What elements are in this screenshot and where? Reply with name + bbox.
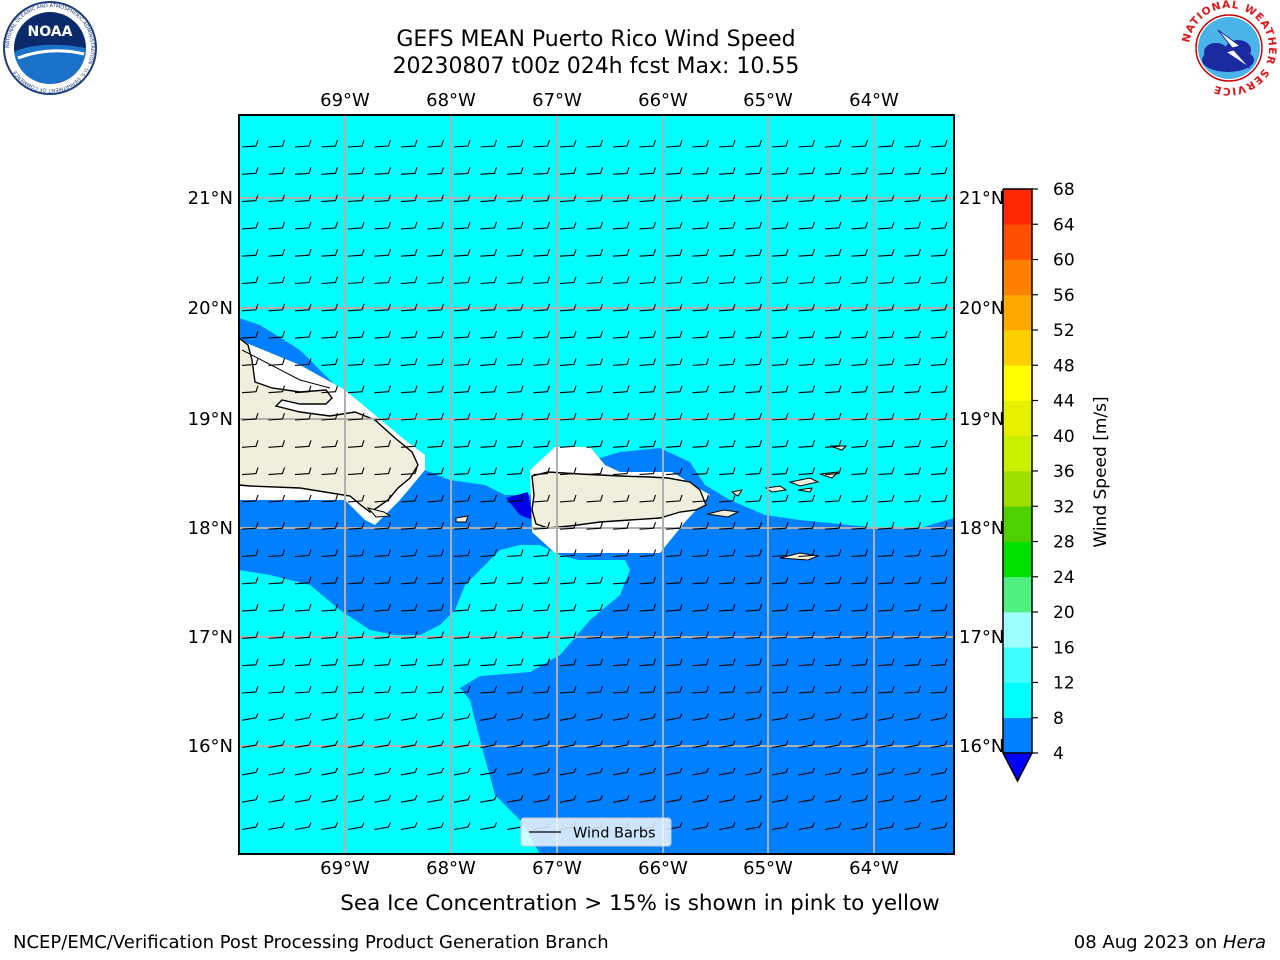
colorbar-tick-label: 32 — [1053, 497, 1075, 517]
lon-label: 66°W — [638, 90, 688, 111]
map-title: GEFS MEAN Puerto Rico Wind Speed — [396, 27, 796, 52]
colorbar-segment — [1003, 189, 1032, 225]
lat-label: 19°N — [959, 409, 1004, 430]
lon-label: 64°W — [849, 858, 899, 879]
lon-labels-top: 69°W 68°W 67°W 66°W 65°W 64°W — [320, 90, 899, 111]
colorbar-label: Wind Speed [m/s] — [1091, 396, 1111, 547]
lon-label: 67°W — [532, 858, 582, 879]
lat-label: 21°N — [959, 188, 1004, 209]
noaa-logo-icon: NOAA NATIONAL OCEANIC AND ATMOSPHERIC AD… — [3, 1, 97, 95]
branch-credit: NCEP/EMC/Verification Post Processing Pr… — [13, 932, 609, 953]
colorbar-segment — [1003, 330, 1032, 366]
tortola — [797, 487, 813, 493]
st-thomas — [764, 485, 788, 493]
lat-label: 18°N — [959, 518, 1004, 539]
colorbar-segment — [1003, 647, 1032, 683]
colorbar-tick-label: 28 — [1053, 533, 1075, 553]
colorbar-tick-label: 12 — [1053, 674, 1075, 694]
colorbar-tick-label: 40 — [1053, 427, 1075, 447]
isla-saona — [366, 507, 392, 518]
lat-label: 18°N — [188, 518, 233, 539]
colorbar-tick-label: 36 — [1053, 462, 1075, 482]
colorbar-tick-label: 44 — [1053, 392, 1075, 412]
lon-label: 65°W — [743, 90, 793, 111]
colorbar-tick-label: 20 — [1053, 603, 1075, 623]
run-date: 08 Aug 2023 on Hera — [1074, 932, 1266, 953]
lon-label: 68°W — [426, 90, 476, 111]
lon-labels-bottom: 69°W 68°W 67°W 66°W 65°W 64°W — [320, 858, 899, 879]
nws-logo-icon: NATIONAL WEATHER SERVICE — [1180, 0, 1277, 97]
wind-barb-field — [241, 139, 948, 831]
lon-label: 69°W — [320, 858, 370, 879]
colorbar-tick-label: 24 — [1053, 568, 1075, 588]
colorbar-extend-arrow — [1001, 752, 1034, 783]
colorbar-tick-label: 8 — [1053, 709, 1064, 729]
colorbar-segment — [1003, 224, 1032, 260]
map-area: Wind Barbs — [239, 115, 954, 854]
wind-barbs — [241, 139, 948, 831]
lat-label: 19°N — [188, 409, 233, 430]
colorbar-tick-label: 4 — [1053, 744, 1064, 764]
lat-label: 21°N — [188, 188, 233, 209]
lon-label: 67°W — [532, 90, 582, 111]
colorbar-tick-label: 64 — [1053, 215, 1075, 235]
lat-label: 17°N — [959, 627, 1004, 648]
lon-label: 69°W — [320, 90, 370, 111]
lat-label: 17°N — [188, 627, 233, 648]
map-subtitle: 20230807 t00z 024h fcst Max: 10.55 — [392, 54, 800, 79]
st-john — [788, 477, 820, 487]
run-host: Hera — [1222, 932, 1266, 953]
colorbar-segment — [1003, 435, 1032, 472]
map-frame — [238, 114, 955, 855]
colorbar-tick-label: 16 — [1053, 638, 1075, 658]
colorbar-segment — [1003, 576, 1032, 613]
lon-label: 68°W — [426, 858, 476, 879]
colorbar-segment — [1003, 541, 1032, 578]
colorbar-segment — [1003, 400, 1032, 437]
lat-label: 16°N — [959, 736, 1004, 757]
colorbar-segment — [1003, 294, 1032, 331]
lon-label: 66°W — [638, 858, 688, 879]
lat-label: 20°N — [959, 298, 1004, 319]
darkest-wind-zone — [506, 492, 533, 520]
lat-label: 20°N — [188, 298, 233, 319]
culebra — [730, 489, 744, 497]
vieques — [706, 509, 740, 518]
lon-label: 64°W — [849, 90, 899, 111]
lon-label: 65°W — [743, 858, 793, 879]
colorbar-segment — [1003, 471, 1032, 507]
colorbar-tick-label: 52 — [1053, 321, 1075, 341]
lat-label: 16°N — [188, 736, 233, 757]
colorbar-segment — [1003, 717, 1032, 754]
colorbar-segment — [1003, 682, 1032, 719]
colorbar-segment — [1003, 612, 1032, 648]
lat-labels-left: 21°N 20°N 19°N 18°N 17°N 16°N — [188, 188, 233, 757]
colorbar-segment — [1003, 365, 1032, 401]
isla-mona — [455, 515, 469, 523]
legend-box: Wind Barbs — [520, 817, 672, 847]
run-date-prefix: 08 Aug 2023 on — [1073, 932, 1223, 953]
legend-label: Wind Barbs — [573, 826, 656, 842]
noaa-logo-text: NOAA — [28, 24, 73, 40]
colorbar-segment — [1003, 506, 1032, 542]
lat-labels-right: 21°N 20°N 19°N 18°N 17°N 16°N — [959, 188, 1004, 757]
hispaniola-north-coast — [241, 349, 331, 389]
colorbar-tick-label: 48 — [1053, 356, 1075, 376]
sea-ice-note: Sea Ice Concentration > 15% is shown in … — [340, 891, 940, 916]
colorbar-tick-label: 56 — [1053, 286, 1075, 306]
colorbar-segment — [1003, 259, 1032, 296]
colorbar-tick-label: 68 — [1053, 180, 1075, 200]
colorbar-tick-label: 60 — [1053, 251, 1075, 271]
